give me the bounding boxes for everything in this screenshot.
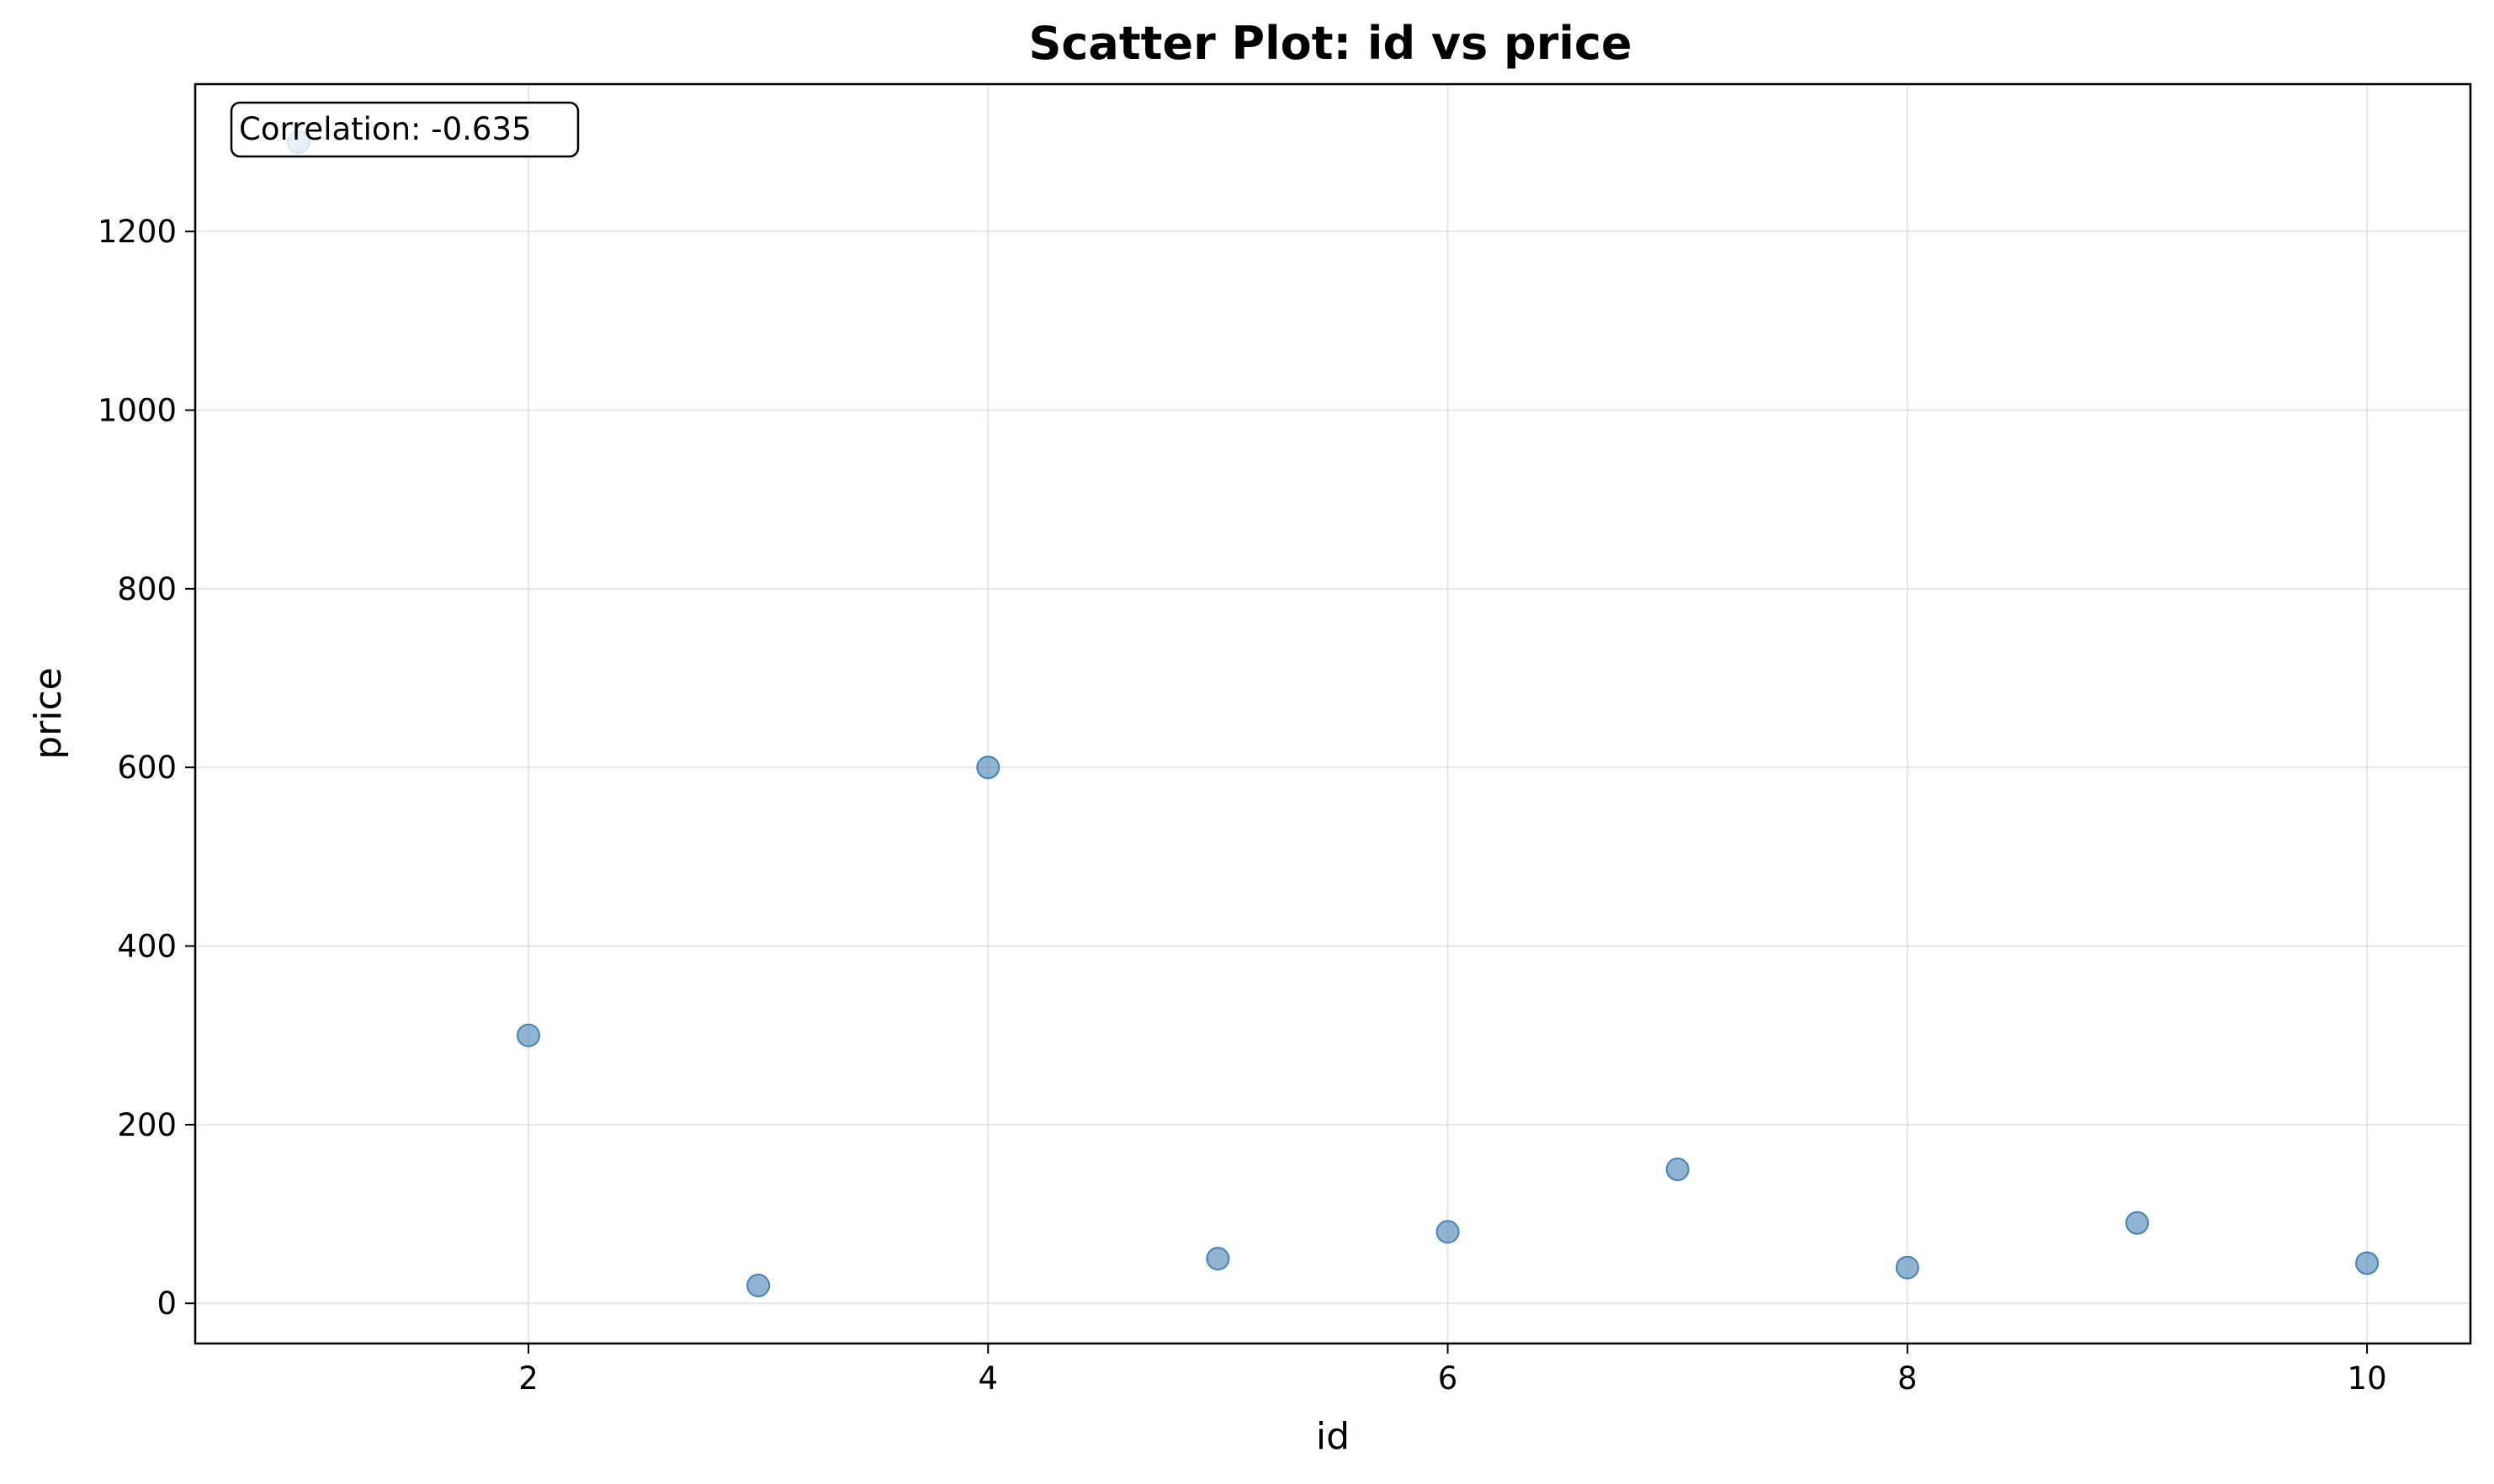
data-point [1435, 1220, 1460, 1244]
y-tick-label: 800 [117, 571, 177, 607]
y-tick-label: 600 [117, 750, 177, 786]
x-tick-label: 6 [1438, 1360, 1458, 1397]
plot-frame [194, 82, 2472, 1345]
y-axis-label: price [27, 667, 70, 760]
y-tick-label: 0 [157, 1285, 177, 1322]
y-tick-label: 1000 [98, 393, 177, 429]
data-point [976, 755, 1000, 780]
y-tick-label: 1200 [98, 214, 177, 250]
axis-ticks: 2 4 6 8 10 0 200 400 600 800 1000 1200 [98, 214, 2387, 1397]
data-point [1895, 1255, 1919, 1280]
chart-title: Scatter Plot: id vs price [1029, 17, 1632, 70]
x-axis-label: id [1316, 1415, 1350, 1458]
data-point [1665, 1157, 1690, 1181]
x-tick-label: 8 [1897, 1360, 1918, 1397]
grid-lines [195, 84, 2470, 1344]
data-point [517, 1023, 541, 1047]
annotation-text: Correlation: -0.635 [239, 111, 532, 147]
data-point [2125, 1211, 2149, 1235]
correlation-annotation: Correlation: -0.635 [230, 101, 580, 158]
data-point [1206, 1247, 1230, 1271]
data-point [746, 1273, 771, 1297]
x-tick-label: 2 [518, 1360, 539, 1397]
x-tick-label: 10 [2348, 1360, 2387, 1397]
annotation-box [230, 101, 580, 158]
data-point [2355, 1251, 2380, 1275]
y-tick-label: 200 [117, 1107, 177, 1143]
x-tick-label: 4 [979, 1360, 999, 1397]
y-tick-label: 400 [117, 929, 177, 965]
